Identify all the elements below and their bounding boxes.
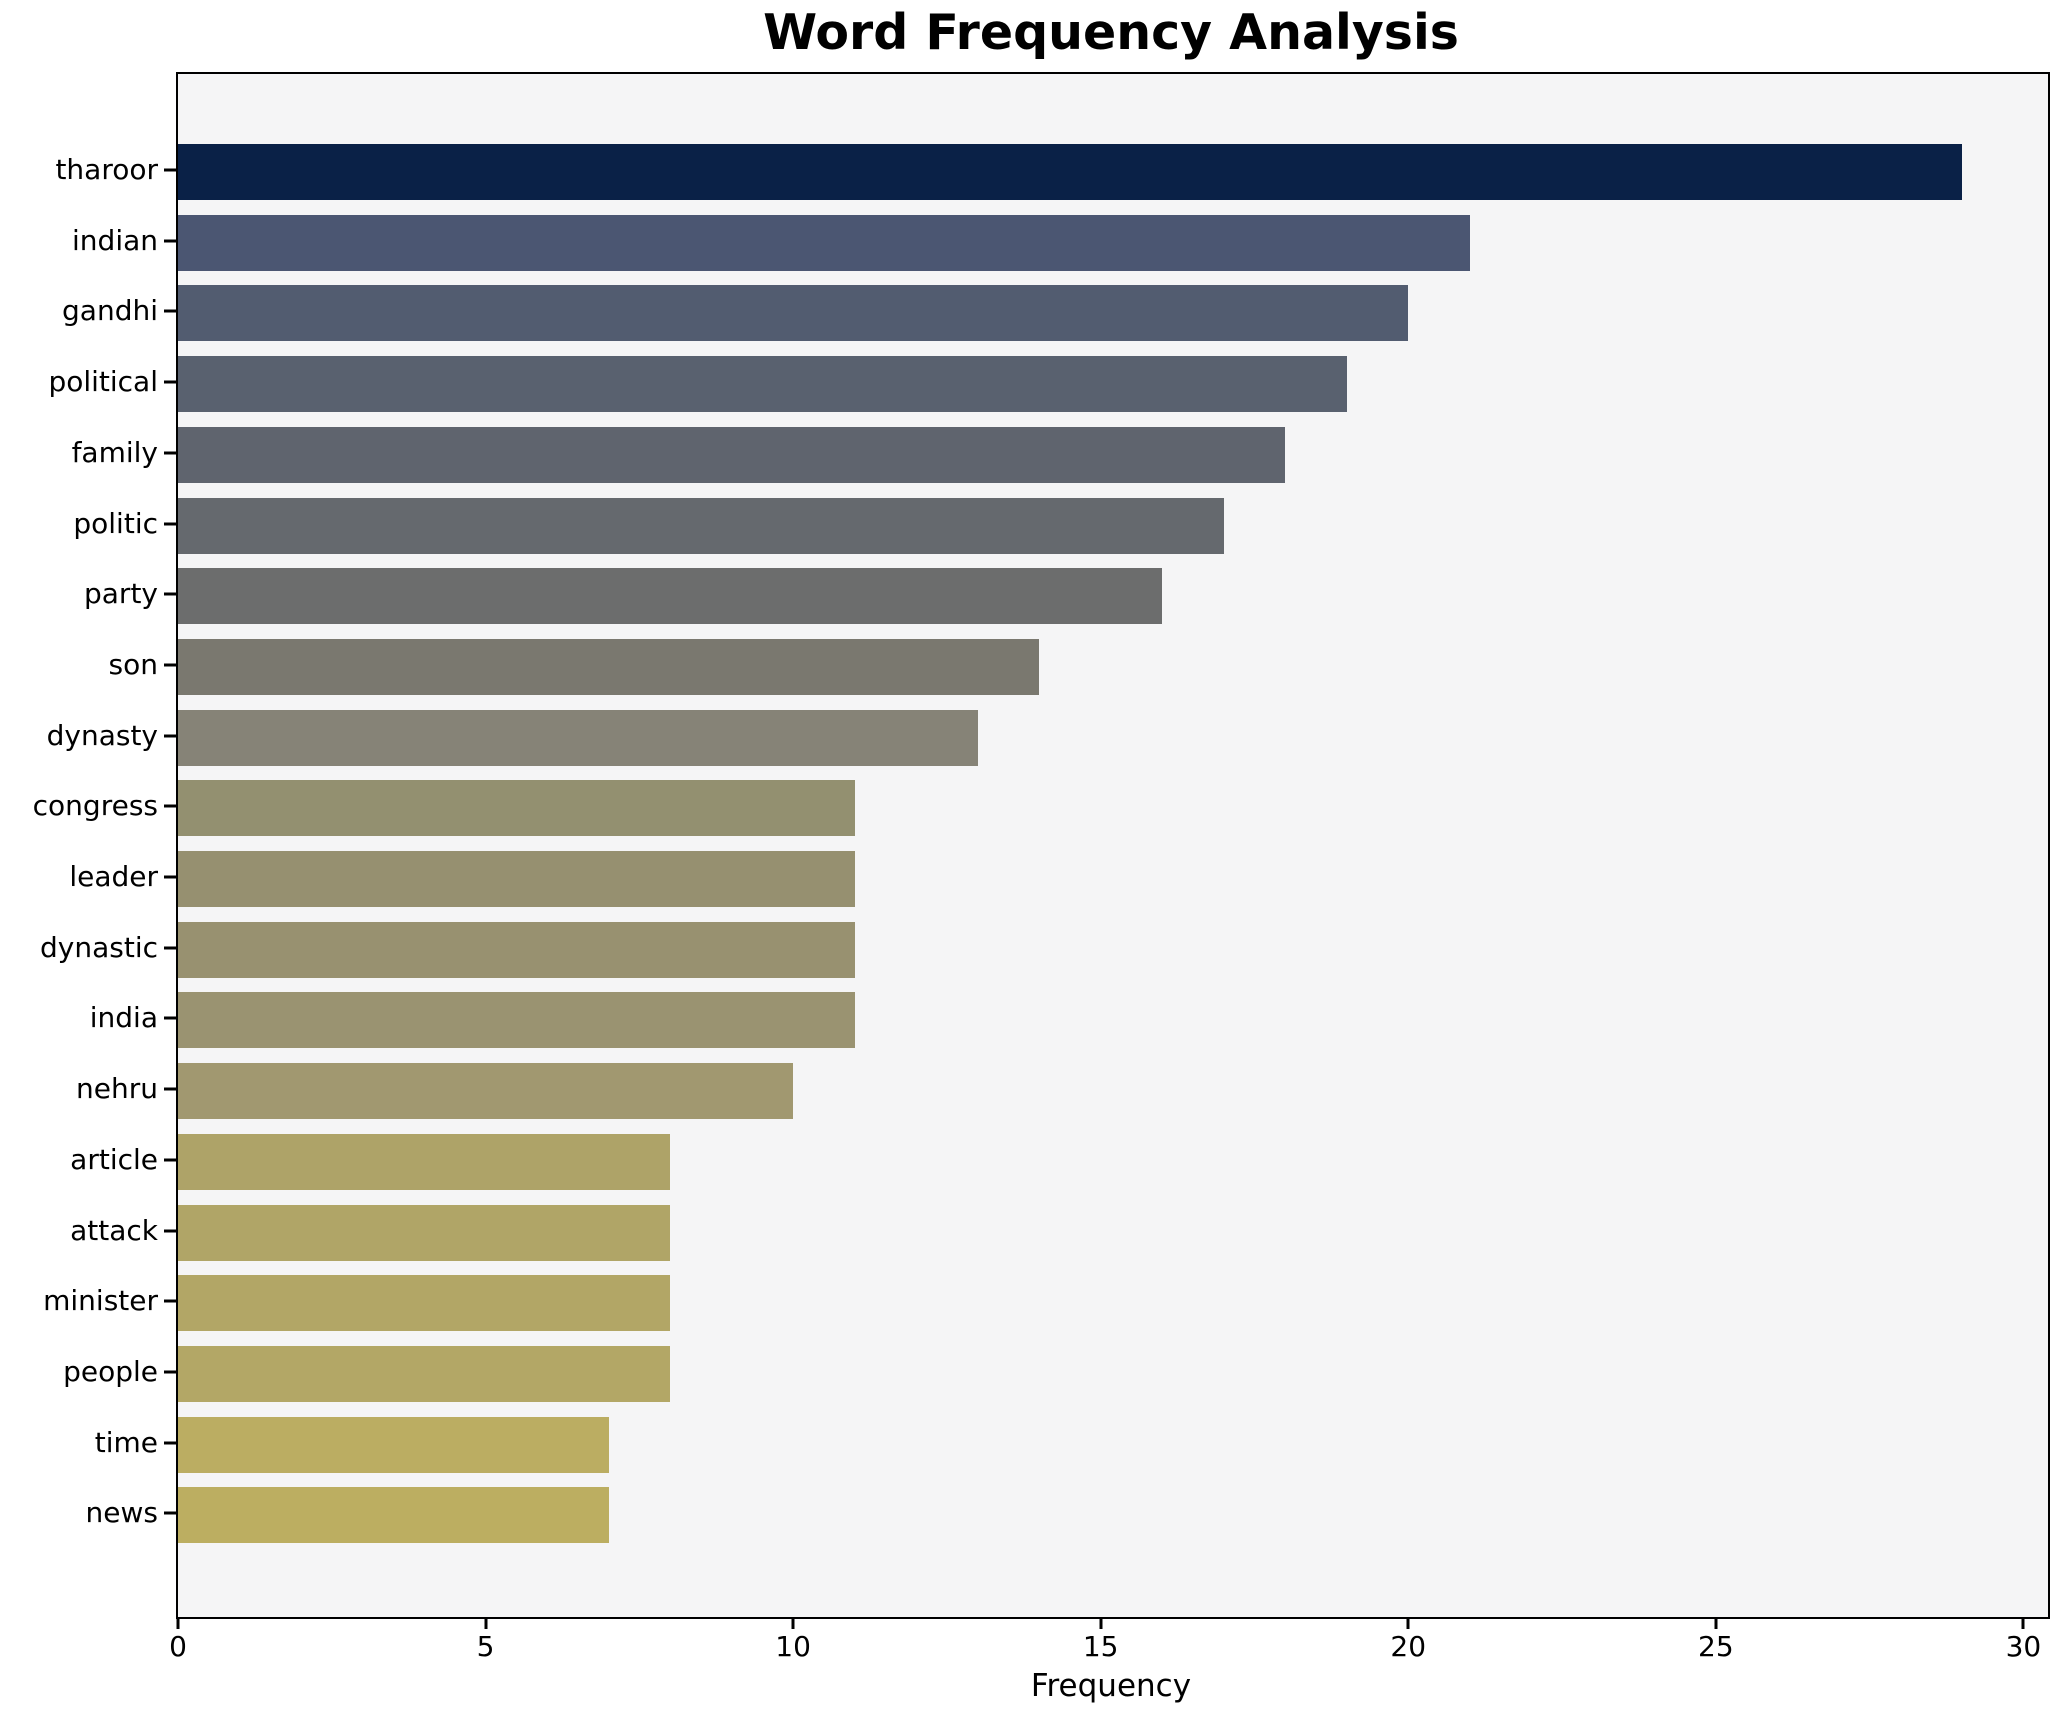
x-tick-label-15: 15	[1082, 1630, 1119, 1663]
bar-son	[178, 638, 1040, 695]
y-tick-mark	[164, 1016, 176, 1020]
x-tick-label-20: 20	[1390, 1630, 1427, 1663]
x-tick-mark	[176, 1617, 180, 1629]
bar-political	[178, 356, 1347, 413]
bar-leader	[178, 851, 855, 907]
y-tick-mark	[164, 522, 176, 525]
bar-india	[178, 992, 855, 1049]
bar-minister	[178, 1275, 671, 1332]
x-tick-mark	[2021, 1617, 2025, 1629]
y-tick-label-congress: congress	[32, 789, 158, 823]
y-tick-label-article: article	[70, 1142, 158, 1176]
y-tick-label-gandhi: gandhi	[62, 294, 158, 328]
x-tick-mark	[484, 1617, 488, 1629]
y-tick-label-time: time	[94, 1425, 158, 1459]
y-tick-mark	[164, 1229, 176, 1232]
y-tick-mark	[164, 804, 176, 808]
y-tick-label-son: son	[108, 647, 158, 681]
y-tick-label-news: news	[85, 1496, 158, 1530]
bar-gandhi	[178, 285, 1409, 342]
x-axis-label: Frequency	[1030, 1668, 1192, 1704]
x-tick-label-5: 5	[476, 1630, 495, 1663]
y-tick-mark	[164, 1087, 176, 1091]
bar-attack	[178, 1204, 671, 1261]
x-tick-mark	[1099, 1617, 1103, 1629]
chart-title: Word Frequency Analysis	[763, 4, 1459, 61]
y-tick-mark	[164, 168, 176, 172]
y-tick-mark	[164, 1441, 176, 1445]
y-tick-mark	[164, 875, 176, 879]
y-tick-mark	[164, 1511, 176, 1515]
y-tick-mark	[164, 451, 176, 455]
y-tick-mark	[164, 380, 176, 384]
bar-dynasty	[178, 709, 978, 766]
y-tick-label-party: party	[84, 577, 158, 611]
y-tick-label-attack: attack	[70, 1213, 158, 1247]
y-tick-mark	[164, 734, 176, 738]
y-tick-mark	[164, 946, 176, 950]
y-tick-label-tharoor: tharoor	[55, 153, 158, 186]
bar-party	[178, 568, 1163, 625]
y-tick-label-dynasty: dynasty	[46, 718, 158, 752]
bar-dynastic	[178, 921, 855, 978]
y-tick-label-politic: politic	[73, 506, 158, 540]
bar-tharoor	[178, 144, 1962, 200]
bar-nehru	[178, 1063, 794, 1120]
y-tick-mark	[164, 1299, 176, 1303]
bar-congress	[178, 780, 855, 837]
x-tick-mark	[791, 1617, 795, 1629]
y-tick-mark	[164, 309, 176, 313]
bar-family	[178, 426, 1286, 483]
bar-people	[178, 1345, 671, 1402]
bar-politic	[178, 497, 1224, 554]
x-tick-mark	[1406, 1617, 1410, 1629]
y-tick-label-people: people	[63, 1354, 158, 1388]
y-tick-label-nehru: nehru	[76, 1072, 158, 1106]
y-tick-mark	[164, 592, 176, 596]
y-tick-mark	[164, 1158, 176, 1162]
x-tick-label-10: 10	[775, 1630, 811, 1663]
y-tick-label-political: political	[48, 365, 158, 399]
y-tick-label-minister: minister	[43, 1284, 158, 1318]
x-tick-mark	[1714, 1617, 1718, 1629]
y-tick-mark	[164, 239, 176, 243]
y-tick-mark	[164, 663, 176, 667]
bar-time	[178, 1416, 609, 1473]
bar-indian	[178, 214, 1470, 271]
y-tick-label-dynastic: dynastic	[40, 930, 158, 964]
y-tick-label-indian: indian	[72, 223, 158, 257]
y-tick-label-family: family	[71, 435, 158, 469]
bar-news	[178, 1487, 609, 1544]
bar-article	[178, 1133, 671, 1190]
x-tick-label-30: 30	[2005, 1630, 2042, 1663]
x-tick-label-25: 25	[1698, 1630, 1734, 1663]
y-tick-label-leader: leader	[69, 860, 158, 893]
x-tick-label-0: 0	[169, 1630, 187, 1663]
y-tick-mark	[164, 1370, 176, 1374]
y-tick-label-india: india	[89, 1001, 158, 1035]
plot-area	[176, 72, 2050, 1619]
